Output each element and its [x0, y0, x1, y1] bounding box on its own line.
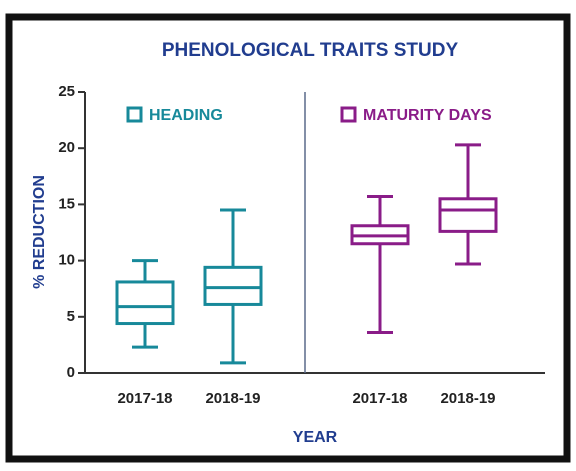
- y-tick-label: 0: [67, 364, 75, 381]
- frame: [5, 13, 571, 463]
- x-tick-label: 2018-19: [205, 390, 260, 407]
- x-axis-label: YEAR: [293, 429, 338, 446]
- chart-title: PHENOLOGICAL TRAITS STUDY: [162, 40, 459, 61]
- box: [115, 280, 175, 326]
- x-tick-label: 2017-18: [352, 390, 407, 407]
- y-tick-label: 5: [67, 308, 75, 325]
- y-tick-label: 25: [58, 83, 75, 100]
- y-tick-label: 20: [58, 139, 75, 156]
- legend-label: HEADING: [149, 107, 223, 124]
- box: [203, 265, 263, 306]
- y-tick-label: 15: [58, 195, 75, 212]
- legend-swatch: [126, 106, 143, 123]
- box: [438, 197, 498, 233]
- legend-label: MATURITY DAYS: [363, 107, 492, 124]
- y-axis-label: % REDUCTION: [31, 175, 48, 289]
- legend-swatch: [340, 106, 357, 123]
- x-tick-label: 2017-18: [117, 390, 172, 407]
- x-tick-label: 2018-19: [440, 390, 495, 407]
- y-tick-label: 10: [58, 252, 75, 269]
